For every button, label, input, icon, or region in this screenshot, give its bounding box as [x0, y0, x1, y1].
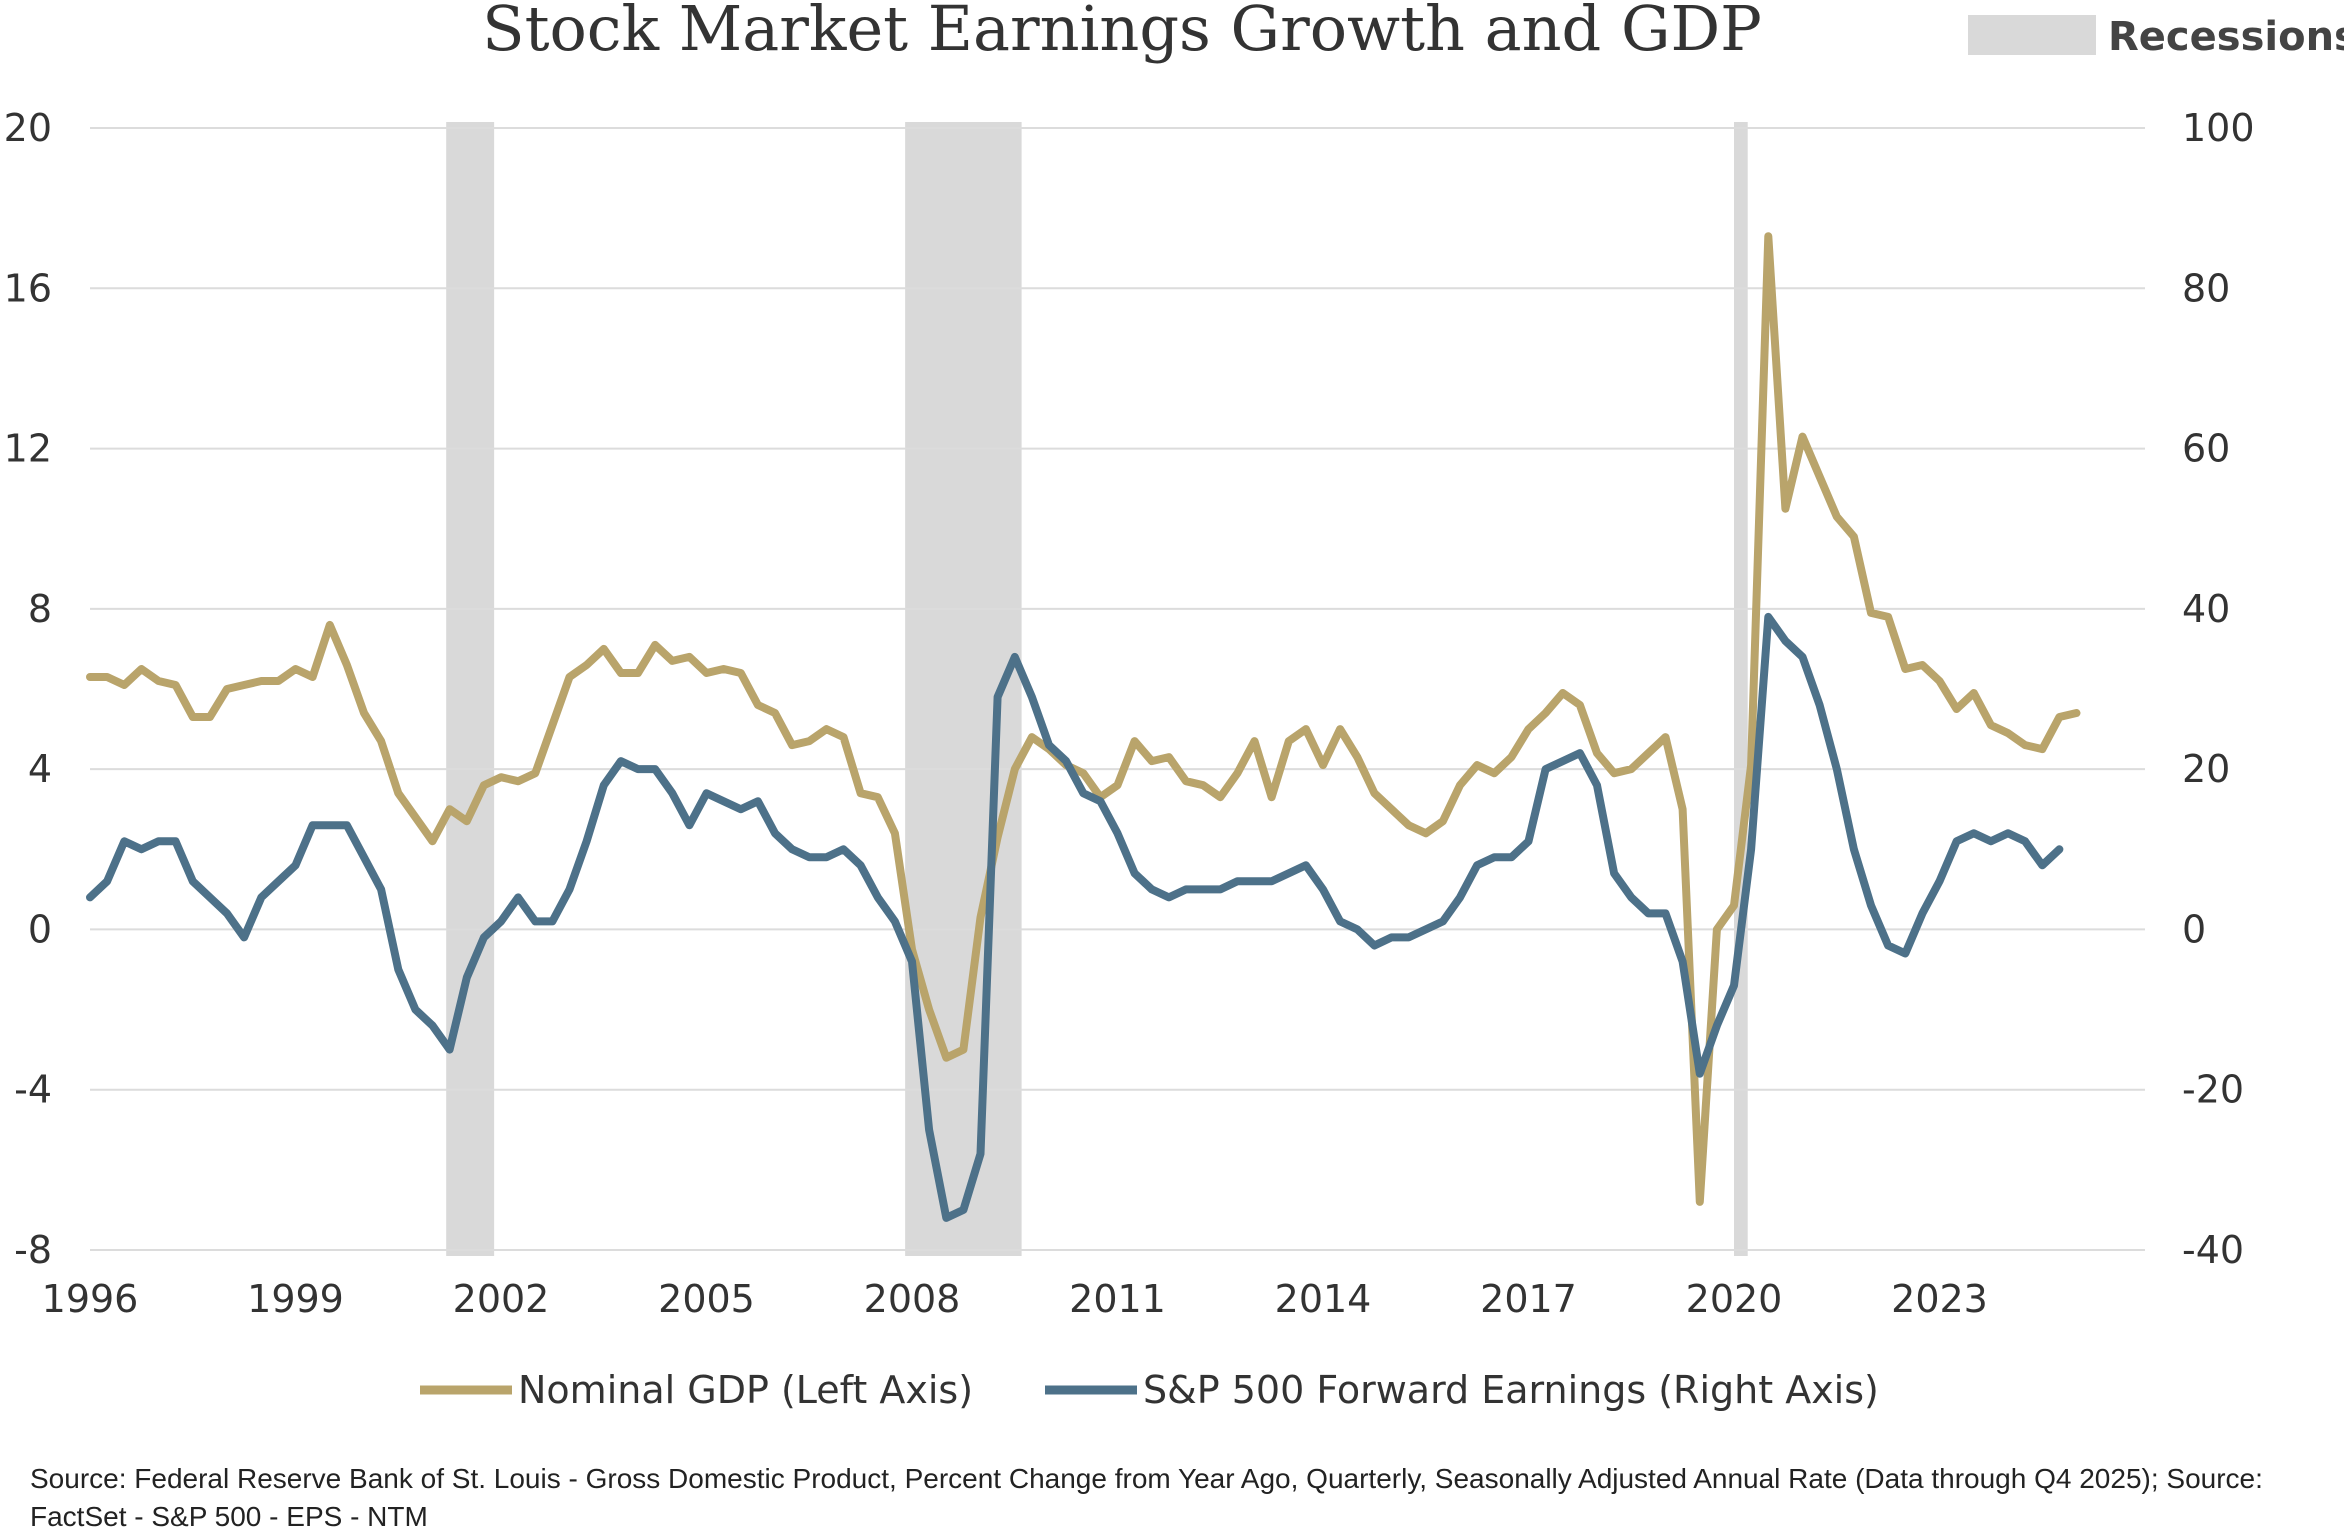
recession-bands [446, 122, 1748, 1256]
x-tick-label: 2011 [1069, 1277, 1166, 1321]
left-tick-label: 0 [28, 907, 52, 951]
x-tick-label: 2008 [864, 1277, 961, 1321]
legend: Nominal GDP (Left Axis) S&P 500 Forward … [420, 1368, 1879, 1412]
left-tick-label: 4 [28, 747, 52, 791]
recession-legend-swatch [1968, 15, 2096, 55]
recession-band-0 [446, 122, 495, 1256]
right-tick-label: 100 [2182, 106, 2255, 150]
x-tick-label: 1999 [247, 1277, 344, 1321]
x-tick-label: 2002 [453, 1277, 550, 1321]
right-tick-label: 60 [2182, 427, 2230, 471]
left-tick-label: 20 [4, 106, 52, 150]
right-tick-label: -20 [2182, 1068, 2244, 1112]
left-tick-label: -8 [14, 1228, 52, 1272]
left-tick-label: 12 [4, 427, 52, 471]
recession-legend-label: Recessions [2108, 14, 2344, 60]
x-tick-label: 2017 [1480, 1277, 1577, 1321]
x-tick-label: 2014 [1275, 1277, 1372, 1321]
right-tick-label: 20 [2182, 747, 2230, 791]
x-tick-label: 2023 [1891, 1277, 1988, 1321]
right-tick-label: 80 [2182, 266, 2230, 310]
series-lines [86, 232, 2081, 1222]
grid-lines [90, 127, 2145, 1251]
left-tick-label: 8 [28, 587, 52, 631]
left-tick-label: 16 [4, 266, 52, 310]
right-axis: 100 80 60 40 20 0 -20 -40 [2182, 106, 2255, 1272]
x-tick-label: 1996 [42, 1277, 139, 1321]
chart-title: Stock Market Earnings Growth and GDP [482, 0, 1762, 65]
legend-label-gdp: Nominal GDP (Left Axis) [518, 1368, 973, 1412]
series-line-earnings [86, 612, 2064, 1222]
left-tick-label: -4 [14, 1068, 52, 1112]
left-axis: 20 16 12 8 4 0 -4 -8 [4, 106, 52, 1272]
right-tick-label: 0 [2182, 907, 2206, 951]
legend-label-earnings: S&P 500 Forward Earnings (Right Axis) [1143, 1368, 1879, 1412]
recession-band-2 [1734, 122, 1748, 1256]
x-tick-label: 2020 [1686, 1277, 1783, 1321]
right-tick-label: 40 [2182, 587, 2230, 631]
right-tick-label: -40 [2182, 1228, 2244, 1272]
x-axis: 1996 1999 2002 2005 2008 2011 2014 2017 2020 2023 [42, 1277, 1988, 1321]
source-note: Source: Federal Reserve Bank of St. Loui… [30, 1463, 2263, 1532]
series-line-gdp [86, 232, 2081, 1206]
x-tick-label: 2005 [658, 1277, 755, 1321]
